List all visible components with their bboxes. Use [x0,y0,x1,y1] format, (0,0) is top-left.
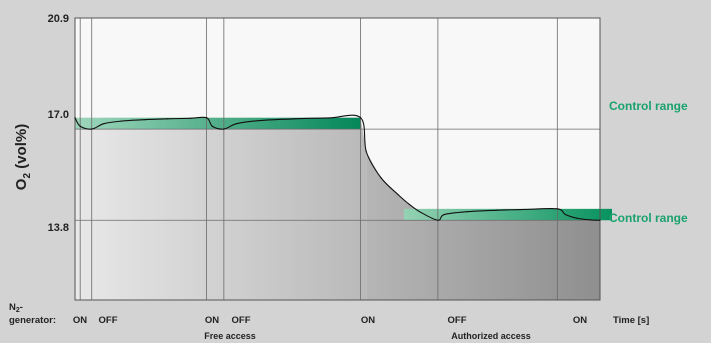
data-point [259,119,261,122]
data-point [443,213,445,216]
phase-label-authorized-access: Authorized access [451,331,531,341]
control-range-band [403,208,612,221]
event-label-on: ON [73,315,87,326]
data-point [564,213,566,216]
area-under-curve-free-access [75,117,367,301]
event-label-on: ON [573,315,587,326]
event-label-off: OFF [448,315,467,326]
data-point [359,117,362,119]
data-point [293,118,295,120]
data-point [409,203,411,206]
y-tick-17-0: 17.0 [48,109,69,121]
x-axis-label: Time [s] [613,315,649,326]
data-point [103,123,105,125]
data-point [205,117,208,119]
data-point [466,211,468,213]
data-point [437,219,439,221]
area-under-curve-authorized-access [366,151,600,300]
data-point [524,208,526,211]
y-tick-20-9: 20.9 [48,13,69,25]
data-point [365,151,367,153]
data-point [79,125,81,127]
event-label-off: OFF [99,315,118,326]
data-point [397,194,399,196]
data-point [143,119,145,121]
y-tick-13-8: 13.8 [48,222,69,234]
n2-generator-label-line2: generator: [9,315,56,326]
data-point [556,208,558,210]
event-label-on: ON [361,315,375,326]
data-point [223,128,225,130]
data-point [120,120,122,122]
event-label-off: OFF [232,315,251,326]
data-point [74,117,76,119]
n2-generator-label-line1: N2- [9,302,23,314]
data-point [599,219,601,221]
data-point [211,125,213,127]
data-point [495,209,497,211]
control-range-label-lower: Control range [609,211,688,225]
data-point [380,176,382,179]
data-point [235,123,238,125]
control-range-band [75,117,361,130]
data-point [189,117,191,119]
data-point [590,219,592,221]
data-point [166,118,168,120]
event-label-on: ON [205,315,219,326]
data-point [420,211,422,214]
y-axis-label: O2 (vol%) [13,124,33,190]
phase-label-free-access: Free access [204,331,256,341]
plot-border [74,17,601,301]
data-point [328,117,330,119]
data-point [91,128,93,130]
control-range-label-upper: Control range [609,99,688,113]
data-point [576,217,578,219]
